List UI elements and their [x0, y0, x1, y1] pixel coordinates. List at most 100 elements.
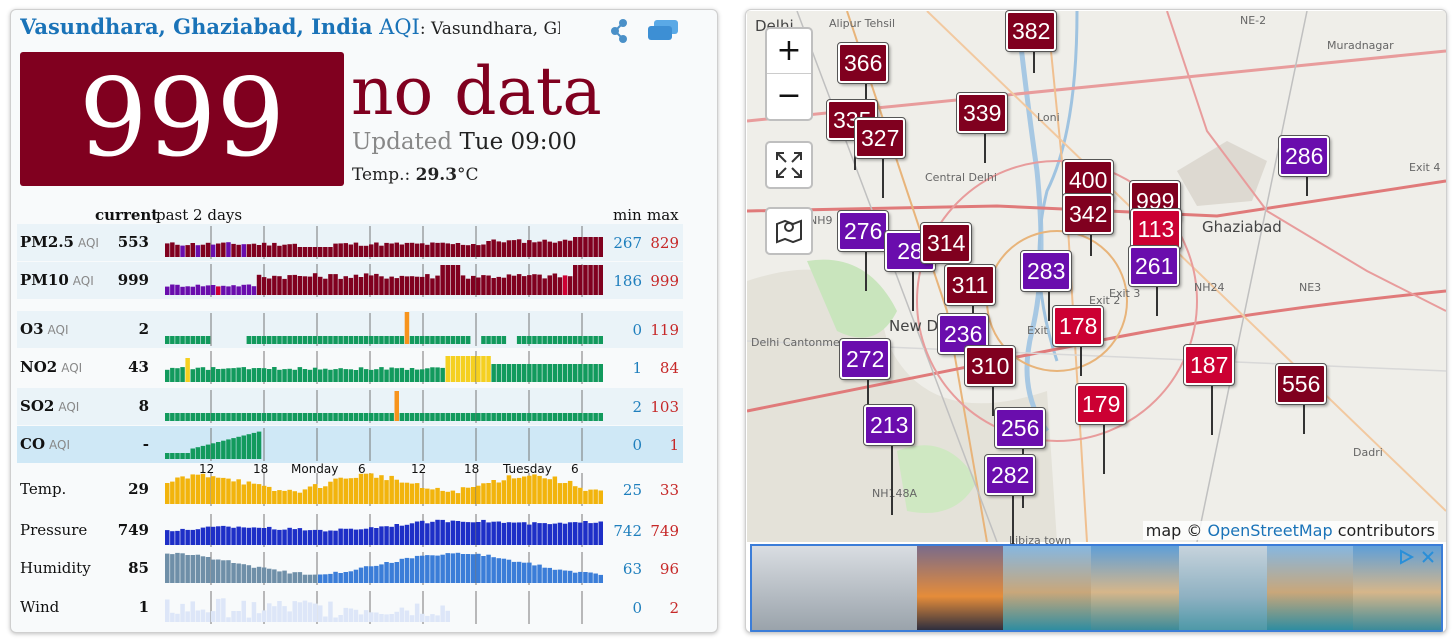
history-bar [175, 530, 180, 545]
history-bar [170, 413, 175, 421]
fullscreen-button[interactable] [765, 141, 813, 189]
aqi-marker[interactable]: 178 [1051, 305, 1105, 347]
zoom-in-button[interactable]: + [767, 29, 811, 74]
aqi-marker[interactable]: 314 [919, 222, 973, 264]
row-wind[interactable]: Wind 1 0 2 [17, 589, 683, 626]
history-bar [267, 568, 272, 583]
history-bar [282, 244, 287, 257]
row-no2[interactable]: NO2 AQI 43 1 84 [17, 349, 683, 386]
location-header[interactable]: Vasundhara, Ghaziabad, India AQI: Vasund… [20, 14, 560, 44]
history-bar [226, 617, 231, 622]
history-sparkline[interactable] [165, 262, 611, 299]
aqi-link[interactable]: AQI [379, 15, 420, 39]
history-bar [170, 336, 175, 344]
marker-stem [1303, 404, 1305, 434]
aqi-marker[interactable]: 311 [944, 264, 996, 306]
aqi-marker[interactable]: 400 [1061, 159, 1115, 201]
row-name: PM10 AQI [20, 271, 94, 289]
history-sparkline[interactable] [165, 471, 611, 508]
history-bar [287, 275, 292, 295]
history-sparkline[interactable] [165, 224, 611, 261]
row-co[interactable]: CO AQI - 0 1 [17, 426, 683, 463]
aqi-marker[interactable]: 113 [1130, 208, 1182, 250]
history-bar [506, 413, 512, 421]
history-bar [267, 278, 272, 295]
air-quality-map[interactable]: Delhi Alipur Tehsil Loni Muradnagar Central … [747, 10, 1446, 565]
row-so2[interactable]: SO2 AQI 8 2 103 [17, 388, 683, 425]
history-bar [282, 413, 287, 421]
aqi-marker[interactable]: 342 [1061, 193, 1115, 235]
history-bar [542, 413, 547, 421]
history-bar [353, 529, 359, 545]
map-layers-button[interactable] [765, 207, 813, 255]
row-o3[interactable]: O3 AQI 2 0 119 [17, 311, 683, 348]
history-bar [195, 529, 201, 545]
history-bar [481, 519, 486, 545]
place-label: Alipur Tehsil [829, 17, 896, 30]
history-bar [318, 574, 323, 583]
aqi-marker[interactable]: 382 [1004, 10, 1058, 52]
history-sparkline[interactable] [165, 426, 611, 463]
row-humidity[interactable]: Humidity 85 63 96 [17, 550, 683, 587]
history-sparkline[interactable] [165, 388, 611, 425]
history-bar [256, 336, 262, 344]
temp-unit: °C [457, 165, 479, 185]
history-bar [195, 554, 201, 583]
history-bar [200, 473, 206, 504]
aqi-marker[interactable]: 327 [853, 117, 907, 159]
share-icon[interactable] [609, 18, 633, 44]
osm-link[interactable]: OpenStreetMap [1207, 521, 1333, 540]
advertisement-banner[interactable] [750, 544, 1443, 632]
adchoices-icon[interactable] [1397, 548, 1415, 566]
history-bar [481, 244, 486, 257]
min-header: min [613, 206, 642, 224]
history-sparkline[interactable] [165, 589, 611, 626]
history-sparkline[interactable] [165, 311, 611, 348]
history-sparkline[interactable] [165, 512, 611, 549]
aqi-marker[interactable]: 256 [993, 407, 1047, 449]
history-bar [236, 479, 241, 504]
row-min: 2 [632, 398, 642, 416]
history-bar [205, 477, 211, 504]
aqi-marker[interactable]: 286 [1277, 135, 1331, 177]
history-bar [363, 245, 369, 257]
history-bar [481, 356, 486, 382]
aqi-marker[interactable]: 179 [1074, 383, 1128, 425]
history-bar [588, 489, 593, 504]
aqi-marker[interactable]: 310 [963, 345, 1017, 387]
row-pm25[interactable]: PM2.5 AQI 553 267 829 [17, 224, 683, 261]
history-sparkline[interactable] [165, 349, 611, 386]
aqi-marker[interactable]: 261 [1127, 245, 1181, 287]
history-bar [353, 609, 359, 622]
history-bar [185, 453, 190, 459]
history-bar [379, 413, 384, 421]
row-temp[interactable]: Temp. 29 25 33 [17, 471, 683, 508]
history-bar [261, 567, 267, 583]
aqi-marker[interactable]: 556 [1274, 363, 1328, 405]
city-name[interactable]: Vasundhara, Ghaziabad, India [20, 14, 373, 39]
aqi-marker[interactable]: 213 [862, 404, 916, 446]
aqi-marker[interactable]: 276 [836, 210, 890, 252]
history-bar [486, 483, 491, 504]
row-pressure[interactable]: Pressure 749 742 749 [17, 512, 683, 549]
history-bar [246, 336, 252, 344]
windows-icon[interactable] [646, 18, 680, 42]
row-pm10[interactable]: PM10 AQI 999 186 999 [17, 262, 683, 299]
aqi-marker[interactable]: 339 [955, 92, 1009, 134]
aqi-marker[interactable]: 187 [1182, 344, 1236, 386]
aqi-marker[interactable]: 366 [836, 42, 890, 84]
axis-label: 6 [571, 462, 579, 476]
history-bar [379, 526, 384, 545]
row-current: 1 [138, 598, 149, 616]
aqi-marker[interactable]: 282 [983, 454, 1037, 496]
history-bar [542, 364, 547, 382]
aqi-marker[interactable]: 283 [1019, 250, 1073, 292]
history-bar [221, 413, 226, 421]
close-ad-icon[interactable] [1419, 548, 1437, 566]
zoom-out-button[interactable]: − [776, 78, 802, 113]
history-sparkline[interactable] [165, 550, 611, 587]
aqi-marker[interactable]: 272 [838, 338, 892, 380]
history-bar [527, 413, 532, 421]
history-bar [450, 244, 456, 257]
history-bar [399, 336, 405, 344]
